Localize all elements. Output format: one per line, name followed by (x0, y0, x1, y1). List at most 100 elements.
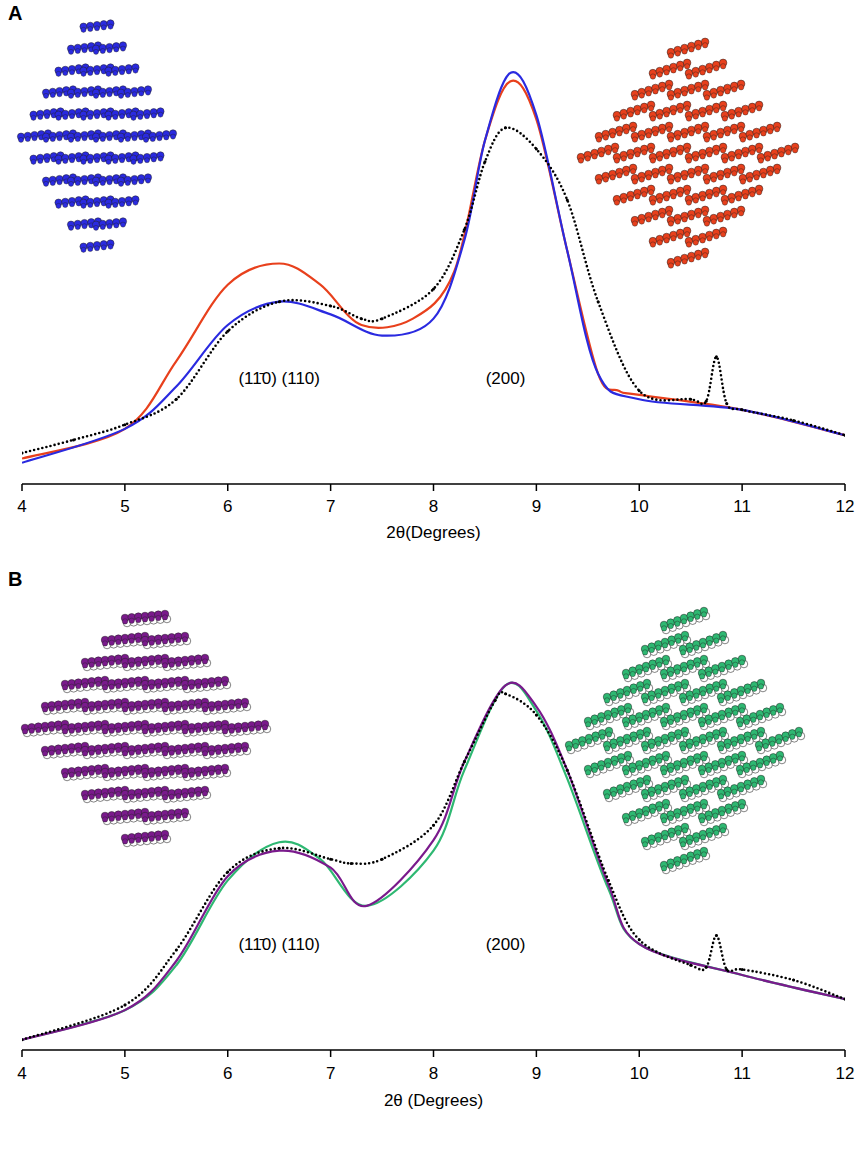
inset-atom (81, 203, 86, 208)
inset-atom (243, 747, 251, 755)
inset-atom (203, 659, 211, 667)
inset-atom (263, 725, 271, 733)
inset-atom (671, 68, 676, 73)
inset-atom (229, 704, 234, 709)
inset-atom (706, 719, 711, 724)
inset-atom (96, 725, 101, 730)
inset-atom (69, 704, 74, 709)
inset-atom (599, 152, 604, 157)
inset-atom (56, 203, 61, 208)
inset-atom (222, 769, 227, 774)
inset-atom (786, 150, 791, 155)
inset-atom (129, 638, 134, 643)
x-tick-label: 6 (223, 497, 232, 516)
inset-atom (631, 688, 636, 693)
inset-atom (668, 623, 673, 628)
inset-atom (81, 115, 86, 120)
inset-atom (650, 712, 655, 717)
inset-atom (739, 660, 744, 665)
inset-atom (56, 71, 61, 76)
inset-atom (678, 66, 683, 71)
inset-atom (176, 725, 181, 730)
inset-atom (169, 814, 174, 819)
inset-atom (89, 706, 94, 711)
inset-atom (62, 705, 67, 710)
inset-atom (792, 148, 797, 153)
inset-atom (768, 171, 773, 176)
inset-atom (88, 203, 93, 208)
inset-atom (702, 253, 707, 258)
inset-atom (56, 749, 61, 754)
inset-atom (668, 95, 673, 100)
inset-atom (713, 717, 718, 722)
inset-atom (132, 92, 137, 97)
inset-atom (162, 771, 167, 776)
inset-atom (139, 179, 144, 184)
inset-atom (711, 219, 716, 224)
inset-atom (593, 736, 598, 741)
inset-atom (94, 114, 99, 119)
inset-atom (209, 682, 214, 687)
inset-atom (75, 93, 80, 98)
inset-atom (242, 727, 247, 732)
inset-atom (69, 748, 74, 753)
inset-atom (722, 116, 727, 121)
inset-atom (68, 181, 73, 186)
data-point (689, 398, 692, 401)
x-tick-label: 7 (326, 497, 335, 516)
inset-atom (108, 24, 113, 29)
data-point (725, 402, 728, 405)
inset-atom (202, 727, 207, 732)
inset-atom (256, 725, 261, 730)
inset-atom (585, 722, 590, 727)
inset-atom (100, 49, 105, 54)
inset-atom (202, 771, 207, 776)
inset-atom (202, 707, 207, 712)
inset-atom (707, 110, 712, 115)
inset-atom (129, 794, 134, 799)
inset-atom (202, 683, 207, 688)
inset-atom (100, 181, 105, 186)
inset-atom (702, 612, 710, 620)
inset-atom (743, 152, 748, 157)
inset-atom (149, 772, 154, 777)
inset-atom (162, 615, 167, 620)
inset-atom (162, 727, 167, 732)
figure: A4567891011122θ(Degrees)(11̄0) (110)(200… (0, 0, 862, 1151)
x-tick-label: 10 (630, 497, 649, 516)
inset-atom (82, 683, 87, 688)
plot-area (22, 72, 845, 463)
inset-atom (18, 137, 23, 142)
inset-atom (754, 175, 759, 180)
inset-atom (102, 729, 107, 734)
inset-atom (75, 137, 80, 142)
inset-atom (714, 686, 719, 691)
inset-atom (176, 749, 181, 754)
inset-atom (639, 177, 644, 182)
inset-atom (695, 614, 700, 619)
inset-atom (116, 791, 121, 796)
inset-atom (169, 682, 174, 687)
inset-atom (170, 134, 175, 139)
inset-atom (88, 71, 93, 76)
inset-atom (125, 137, 130, 142)
inset-atom (109, 728, 114, 733)
inset-atom (704, 179, 709, 184)
inset-atom (743, 194, 748, 199)
inset-atom (694, 741, 699, 746)
inset-atom (765, 156, 770, 161)
inset-atom (644, 732, 649, 737)
inset-atom (632, 137, 637, 142)
inset-atom (732, 129, 737, 134)
inset-atom (726, 664, 731, 669)
inset-atom (102, 641, 107, 646)
inset-atom (164, 135, 169, 140)
inset-atom (222, 729, 227, 734)
inset-atom (614, 116, 619, 121)
inset-atom (109, 684, 114, 689)
inset-atom (682, 133, 687, 138)
inset-atom (599, 717, 604, 722)
inset-atom (102, 817, 107, 822)
inset-atom (682, 49, 687, 54)
panel-letter: A (8, 2, 22, 24)
